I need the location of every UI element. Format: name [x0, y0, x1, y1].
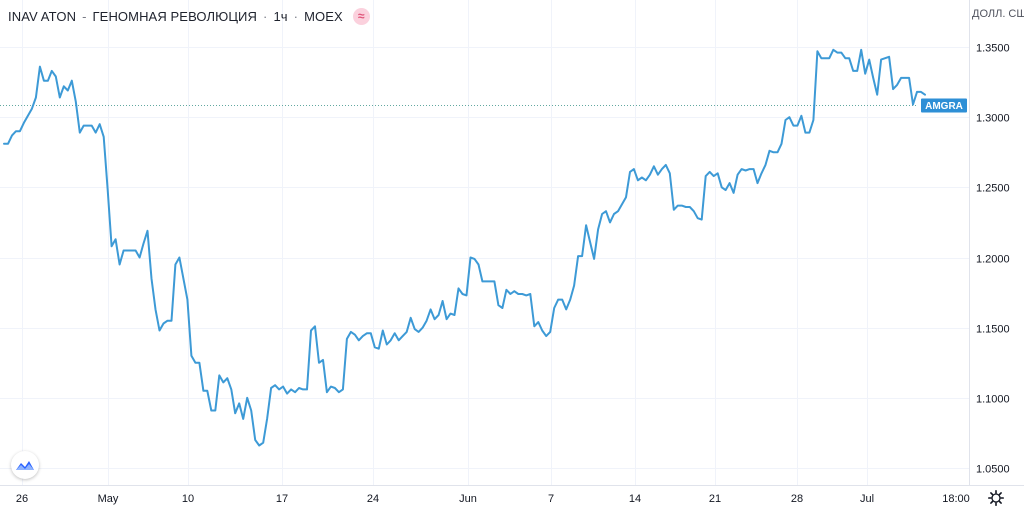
title-separator: · — [293, 8, 299, 24]
y-tick-label: 1.2500 — [976, 183, 1010, 195]
x-tick-label: 26 — [16, 493, 28, 505]
x-tick-label: 24 — [367, 493, 379, 505]
y-tick-label: 1.3000 — [976, 113, 1010, 125]
x-tick-label: 7 — [548, 493, 554, 505]
x-tick-label: Jul — [860, 493, 874, 505]
y-tick-label: 1.0500 — [976, 464, 1010, 476]
chart-title[interactable]: INAV ATON - ГЕНОМНАЯ РЕВОЛЮЦИЯ · 1ч · MO… — [8, 6, 370, 26]
price-scale[interactable]: 1.3500 1.3000 1.2500 1.2000 1.1500 1.1000 1.05… — [976, 43, 1010, 476]
grid — [0, 0, 969, 485]
instrument-name: ГЕНОМНАЯ РЕВОЛЮЦИЯ — [92, 8, 257, 24]
interval-label: 1ч — [273, 8, 288, 24]
symbol-label: INAV ATON — [8, 8, 77, 24]
last-value-badge: AMGRA — [921, 98, 967, 113]
last-value-badge-label: AMGRA — [925, 101, 963, 112]
y-tick-label: 1.2000 — [976, 254, 1010, 266]
title-separator: · — [263, 8, 268, 24]
last-value-badge-bg — [921, 98, 967, 113]
x-tick-label: 14 — [629, 493, 641, 505]
x-tick-label: 21 — [709, 493, 721, 505]
x-tick-label: Jun — [459, 493, 477, 505]
y-tick-label: 1.1500 — [976, 324, 1010, 336]
exchange-label: MOEX — [304, 8, 343, 24]
series-line-amgra[interactable] — [3, 48, 926, 447]
gear-icon[interactable] — [987, 489, 1005, 507]
x-tick-label: 10 — [182, 493, 194, 505]
y-tick-label: 1.3500 — [976, 43, 1010, 55]
x-tick-label: May — [98, 493, 119, 505]
x-tick-label: 28 — [791, 493, 803, 505]
y-tick-label: 1.1000 — [976, 394, 1010, 406]
x-tick-label: 17 — [276, 493, 288, 505]
time-scale[interactable]: 26 May 10 17 24 Jun 7 14 21 28 Jul 18:00 — [16, 493, 970, 505]
x-tick-label: 18:00 — [942, 493, 970, 505]
compare-icon[interactable]: ≈ — [352, 7, 370, 25]
currency-label[interactable]: ДОЛЛ. США — [972, 8, 1024, 20]
title-dash: - — [82, 8, 87, 24]
chart-logo-icon[interactable] — [11, 451, 39, 479]
